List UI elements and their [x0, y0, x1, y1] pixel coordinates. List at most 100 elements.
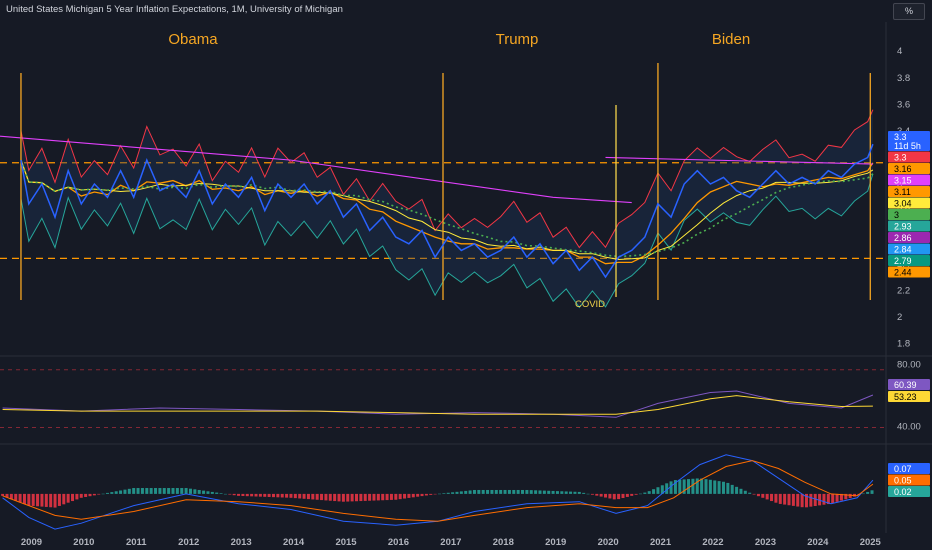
y-tick-label: 3.8	[897, 73, 910, 84]
histogram-bar	[787, 493, 791, 506]
histogram-bar	[438, 493, 442, 495]
histogram-bar	[739, 488, 743, 494]
ma-line	[20, 159, 874, 258]
histogram-bar	[1, 493, 5, 496]
histogram-bar	[341, 493, 345, 502]
unit-toggle-button[interactable]: %	[893, 3, 925, 20]
event-label: COVID	[575, 299, 605, 310]
histogram-bar	[516, 489, 520, 494]
histogram-bar	[660, 485, 664, 494]
x-tick-label: 2025	[860, 537, 882, 548]
price-badge-label: 3.3	[894, 153, 907, 163]
x-tick-label: 2018	[493, 537, 514, 548]
histogram-bar	[9, 493, 13, 500]
histogram-bar	[704, 479, 708, 494]
price-badge	[888, 266, 930, 278]
price-badge	[888, 232, 930, 243]
histogram-bar	[800, 493, 804, 508]
histogram-bar	[280, 493, 284, 498]
histogram-bar	[389, 493, 393, 500]
histogram-bar	[97, 493, 101, 495]
rsi-badge	[888, 379, 930, 390]
histogram-bar	[464, 490, 468, 494]
histogram-bar	[621, 493, 625, 499]
histogram-bar	[586, 493, 590, 495]
histogram-bar	[542, 490, 546, 494]
histogram-bar	[730, 484, 734, 494]
y-tick-label: 4	[897, 46, 902, 57]
histogram-bar	[215, 492, 219, 494]
era-label: Obama	[168, 31, 218, 48]
histogram-bar	[507, 489, 511, 494]
histogram-bar	[27, 493, 31, 506]
histogram-bar	[363, 493, 367, 501]
histogram-bar	[477, 489, 481, 494]
histogram-bar	[521, 489, 525, 494]
histogram-bar	[538, 490, 542, 494]
band-fill	[21, 109, 873, 308]
histogram-bar	[791, 493, 795, 506]
x-tick-label: 2012	[178, 537, 199, 548]
histogram-bar	[184, 488, 188, 494]
histogram-bar	[376, 493, 380, 501]
histogram-bar	[127, 488, 131, 494]
histogram-bar	[638, 493, 642, 495]
histogram-bar	[695, 478, 699, 494]
histogram-bar	[241, 493, 245, 497]
histogram-bar	[481, 489, 485, 494]
histogram-bar	[263, 493, 267, 497]
histogram-bar	[293, 493, 297, 499]
y-tick-label: 1.8	[897, 338, 910, 349]
histogram-bar	[551, 490, 555, 494]
histogram-bar	[752, 493, 756, 495]
macd-badge	[888, 486, 930, 497]
histogram-bar	[472, 489, 476, 494]
histogram-bar	[687, 479, 691, 494]
x-tick-label: 2021	[650, 537, 672, 548]
histogram-bar	[756, 493, 760, 497]
histogram-bar	[813, 493, 817, 507]
histogram-bar	[721, 481, 725, 494]
price-badge	[888, 220, 930, 232]
chart-title: United States Michigan 5 Year Inflation …	[6, 4, 343, 15]
price-badge-countdown: 11d 5h	[894, 141, 921, 151]
histogram-bar	[84, 493, 88, 497]
histogram-bar	[44, 493, 48, 507]
histogram-bar	[595, 493, 599, 496]
upper-band-line	[20, 109, 874, 249]
annotations: Obama Trump Biden COVID	[168, 31, 750, 310]
era-label: Biden	[712, 31, 750, 48]
price-badge-label: 2.93	[894, 222, 912, 232]
macd-badge-label: 0.07	[894, 464, 912, 474]
histogram-bar	[175, 488, 179, 494]
histogram-bar	[774, 493, 778, 503]
histogram-bar	[18, 493, 22, 503]
histogram-bar	[866, 491, 870, 494]
histogram-bar	[119, 490, 123, 494]
histogram-bar	[582, 492, 586, 494]
x-tick-label: 2015	[335, 537, 357, 548]
price-badge	[888, 163, 930, 174]
histogram-bar	[708, 479, 712, 494]
macd-badge-label: 0.05	[894, 476, 912, 486]
histogram-bar	[145, 488, 149, 494]
histogram-bar	[237, 493, 241, 496]
histogram-bar	[599, 493, 603, 497]
histogram-bar	[57, 493, 61, 506]
histogram-bar	[765, 493, 769, 500]
x-tick-label: 2016	[388, 537, 409, 548]
histogram-bar	[486, 489, 490, 494]
histogram-bar	[101, 493, 105, 495]
histogram-bar	[328, 493, 332, 501]
histogram-bar	[79, 493, 83, 498]
histogram-bar	[809, 493, 813, 507]
histogram-bar	[446, 492, 450, 494]
histogram-bar	[870, 490, 874, 494]
histogram-bar	[665, 483, 669, 494]
price-badge-label: 3.04	[894, 199, 912, 209]
histogram-bar	[678, 479, 682, 494]
histogram-bar	[193, 489, 197, 494]
histogram-bar	[62, 493, 66, 505]
histogram-bar	[503, 489, 507, 494]
